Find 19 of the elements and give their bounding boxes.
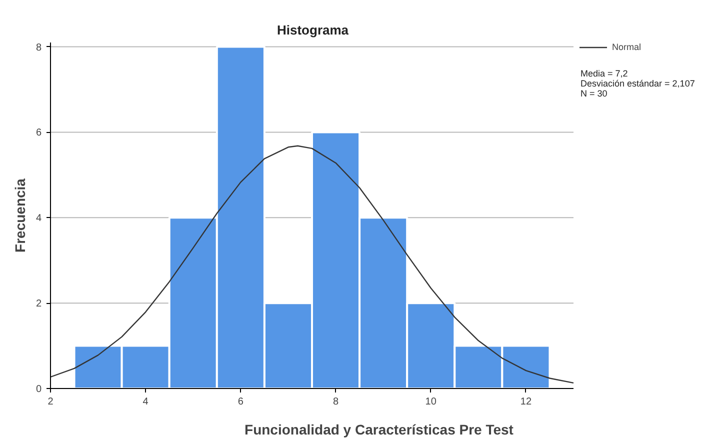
y-tick-label: 6 — [36, 128, 42, 139]
x-tick-label: 8 — [332, 396, 339, 408]
y-tick-label: 2 — [36, 298, 42, 310]
line-series — [50, 145, 574, 384]
x-tick-label: 10 — [425, 396, 437, 408]
x-tick-label: 4 — [142, 396, 149, 408]
y-tick-label: 4 — [36, 213, 42, 224]
y-axis-title: Frecuencia — [12, 178, 28, 252]
y-tick-label: 0 — [36, 384, 42, 395]
y-tick-label: 8 — [36, 42, 42, 54]
x-axis-title: Funcionalidad y Características Pre Test — [244, 422, 514, 438]
chart-title: Histograma — [277, 22, 350, 38]
text: N = 30 — [580, 88, 608, 98]
x-tick-label: 2 — [48, 396, 54, 408]
x-tick-label: 12 — [520, 396, 532, 408]
legend-label: Normal — [612, 42, 642, 52]
text: Desviación estándar = 2,107 — [580, 78, 695, 88]
x-tick-label: 6 — [238, 396, 244, 408]
text: Media = 7,2 — [580, 68, 628, 78]
